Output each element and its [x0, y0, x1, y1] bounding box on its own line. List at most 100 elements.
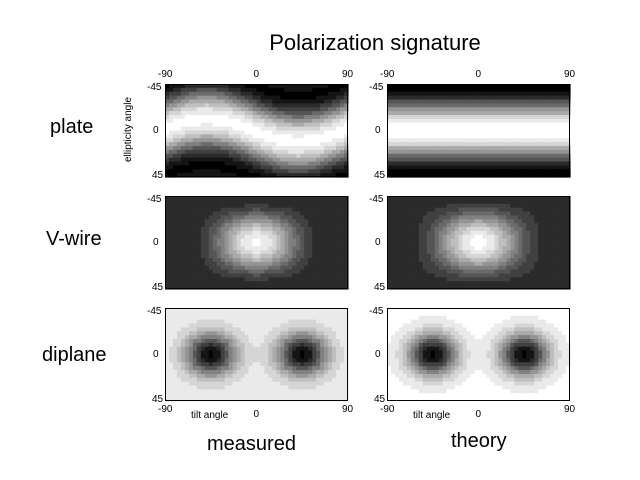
heatmap-cell [232, 130, 238, 135]
heatmap-cell [228, 134, 234, 139]
heatmap-cell [418, 250, 424, 255]
heatmap-cell [390, 242, 396, 247]
heatmap-cell [232, 261, 238, 267]
heatmap-cell [236, 315, 242, 321]
heatmap-cell [316, 157, 321, 163]
heatmap-cell [240, 258, 246, 263]
heatmap-cell [402, 169, 408, 174]
heatmap-cell [292, 315, 297, 321]
heatmap-cell [534, 285, 539, 290]
heatmap-cell [394, 118, 400, 124]
heatmap-cell [172, 258, 178, 263]
heatmap-cell [184, 346, 190, 352]
heatmap-cell [268, 173, 274, 178]
heatmap-cell [304, 250, 309, 255]
heatmap-cell [458, 130, 464, 135]
heatmap-cell [502, 87, 507, 93]
heatmap-cell [264, 122, 270, 128]
heatmap-cell [538, 219, 543, 224]
heatmap-cell [308, 273, 313, 278]
heatmap-cell [216, 327, 222, 332]
heatmap-cell [304, 230, 309, 236]
heatmap-cell [336, 95, 341, 101]
heatmap-cell [236, 199, 242, 205]
heatmap-cell [268, 285, 274, 290]
heatmap-cell [165, 103, 170, 108]
heatmap-cell [244, 315, 250, 321]
heatmap-cell [224, 277, 230, 282]
heatmap-cell [490, 169, 496, 174]
heatmap-cell [538, 242, 543, 247]
heatmap-cell [510, 111, 515, 116]
heatmap-cell [280, 238, 285, 244]
heatmap-cell [212, 146, 218, 151]
heatmap-cell [264, 246, 270, 251]
heatmap-cell [196, 265, 202, 271]
heatmap-cell [216, 254, 222, 259]
heatmap-cell [272, 285, 277, 290]
heatmap-cell [478, 254, 484, 259]
heatmap-cell [228, 254, 234, 259]
heatmap-cell [236, 126, 242, 132]
heatmap-cell [228, 111, 234, 116]
heatmap-cell [276, 269, 281, 275]
heatmap-cell [514, 199, 519, 205]
heatmap-cell [260, 323, 266, 328]
heatmap-cell [450, 207, 456, 213]
heatmap-cell [530, 234, 535, 240]
heatmap-cell [430, 122, 436, 128]
heatmap-cell [426, 126, 432, 132]
heatmap-cell [208, 227, 214, 232]
heatmap-cell [276, 87, 281, 93]
heatmap-cell [192, 138, 198, 143]
heatmap-cell [530, 215, 535, 220]
heatmap-cell [200, 339, 206, 344]
heatmap-cell [324, 103, 329, 108]
heatmap-cell [268, 118, 274, 124]
heatmap-cell [402, 87, 408, 93]
heatmap-cell [240, 331, 246, 336]
heatmap-cell [474, 138, 480, 143]
heatmap-cell [236, 215, 242, 220]
heatmap-cell [546, 142, 551, 147]
heatmap-cell [272, 157, 277, 163]
heatmap-cell [506, 254, 511, 259]
heatmap-cell [478, 211, 484, 216]
heatmap-cell [336, 311, 341, 317]
heatmap-cell [300, 173, 305, 178]
heatmap-cell [236, 111, 242, 116]
heatmap-cell [200, 227, 206, 232]
heatmap-cell [426, 215, 432, 220]
heatmap-cell [272, 126, 277, 132]
heatmap-cell [292, 165, 297, 170]
heatmap-cell [522, 115, 527, 120]
heatmap-cell [558, 242, 563, 247]
heatmap-cell [522, 258, 527, 263]
heatmap-cell [192, 230, 198, 236]
heatmap-cell [248, 91, 254, 97]
heatmap-cell [398, 203, 404, 209]
heatmap-cell [280, 153, 285, 159]
heatmap-cell [534, 211, 539, 216]
heatmap-cell [284, 350, 289, 356]
heatmap-cell [470, 211, 476, 216]
heatmap-cell [292, 331, 297, 336]
heatmap-cell [284, 153, 289, 159]
heatmap-cell [566, 173, 571, 178]
heatmap-cell [454, 273, 460, 278]
heatmap-cell [426, 196, 432, 201]
heatmap-cell [312, 196, 317, 201]
heatmap-cell [204, 335, 210, 340]
heatmap-cell [220, 319, 226, 325]
heatmap-cell [324, 165, 329, 170]
heatmap-cell [522, 157, 527, 163]
heatmap-cell [296, 265, 301, 271]
heatmap-cell [280, 273, 285, 278]
heatmap-cell [256, 281, 262, 286]
heatmap-cell [498, 285, 503, 290]
heatmap-cell [268, 319, 274, 325]
heatmap-cell [446, 207, 452, 213]
heatmap-cell [498, 146, 503, 151]
heatmap-cell [462, 285, 468, 290]
heatmap-cell [478, 149, 484, 155]
